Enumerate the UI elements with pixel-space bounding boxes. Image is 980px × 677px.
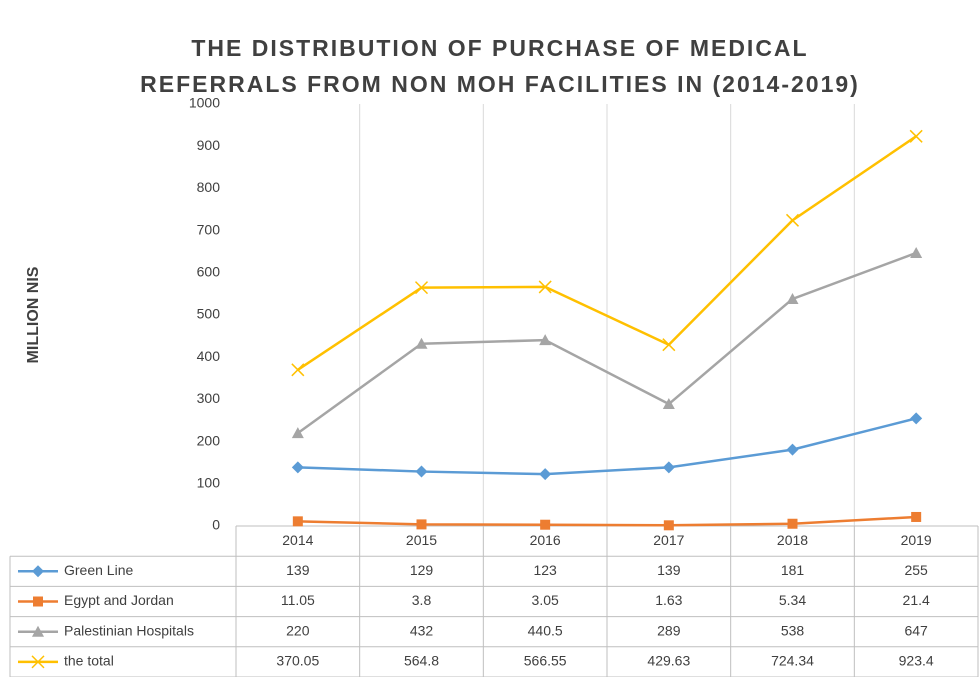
marker xyxy=(787,518,798,529)
marker xyxy=(786,443,799,456)
legend-marker xyxy=(32,625,44,637)
x-tick-label: 2018 xyxy=(777,532,808,548)
marker xyxy=(539,468,552,481)
table-cell: 5.34 xyxy=(779,592,806,608)
table-cell: 923.4 xyxy=(899,653,934,669)
y-tick-label: 400 xyxy=(197,348,221,364)
table-cell: 3.05 xyxy=(532,592,559,608)
marker xyxy=(291,363,305,377)
table-cell: 220 xyxy=(286,622,310,638)
y-tick-label: 0 xyxy=(212,517,220,533)
table-cell: 564.8 xyxy=(404,653,439,669)
marker xyxy=(291,427,304,439)
series-line xyxy=(297,135,917,371)
x-tick-label: 2015 xyxy=(406,532,437,548)
marker xyxy=(662,338,676,352)
table-cell: 129 xyxy=(410,562,434,578)
table-cell: 139 xyxy=(286,562,310,578)
marker xyxy=(538,280,552,294)
y-tick-label: 200 xyxy=(197,432,221,448)
table-cell: 432 xyxy=(410,622,434,638)
marker xyxy=(414,281,429,295)
marker xyxy=(291,461,304,474)
marker xyxy=(415,337,428,349)
table-cell: 255 xyxy=(904,562,928,578)
legend-label: Green Line xyxy=(64,562,133,578)
y-tick-label: 800 xyxy=(197,179,221,195)
marker xyxy=(662,398,675,410)
legend-marker xyxy=(32,565,44,578)
series-line xyxy=(297,515,917,527)
marker xyxy=(910,246,923,258)
chart-title: REFERRALS FROM NON MOH FACILITIES IN (20… xyxy=(140,71,860,97)
series-line xyxy=(297,417,917,476)
table-cell: 647 xyxy=(904,622,928,638)
marker xyxy=(909,129,923,143)
marker xyxy=(785,213,800,227)
y-tick-label: 1000 xyxy=(189,95,220,111)
y-tick-label: 700 xyxy=(197,221,221,237)
chart-title: THE DISTRIBUTION OF PURCHASE OF MEDICAL xyxy=(191,35,808,61)
y-tick-label: 500 xyxy=(197,306,221,322)
table-cell: 123 xyxy=(533,562,557,578)
x-tick-label: 2016 xyxy=(530,532,561,548)
table-cell: 11.05 xyxy=(281,592,315,608)
x-tick-label: 2017 xyxy=(653,532,684,548)
table-cell: 21.4 xyxy=(903,592,930,608)
y-tick-label: 100 xyxy=(197,475,221,491)
series-line xyxy=(297,251,917,435)
table-cell: 1.63 xyxy=(655,592,682,608)
marker xyxy=(662,461,675,474)
marker xyxy=(292,516,303,527)
marker xyxy=(415,465,428,478)
legend-marker xyxy=(33,596,43,607)
table-cell: 440.5 xyxy=(528,622,563,638)
legend-marker xyxy=(31,655,45,669)
marker xyxy=(540,519,551,530)
table-cell: 724.34 xyxy=(771,653,814,669)
table-cell: 566.55 xyxy=(524,653,567,669)
marker xyxy=(786,292,799,304)
table-cell: 538 xyxy=(781,622,805,638)
marker xyxy=(539,334,552,346)
y-tick-label: 300 xyxy=(197,390,221,406)
marker xyxy=(416,519,427,530)
table-cell: 3.8 xyxy=(412,592,432,608)
table-cell: 181 xyxy=(781,562,805,578)
x-tick-label: 2014 xyxy=(282,532,313,548)
marker xyxy=(910,412,923,425)
marker xyxy=(911,511,922,522)
table-cell: 139 xyxy=(657,562,681,578)
table-cell: 429.63 xyxy=(647,653,690,669)
table-cell: 289 xyxy=(657,622,681,638)
legend-label: the total xyxy=(64,653,114,669)
x-tick-label: 2019 xyxy=(901,532,932,548)
table-cell: 370.05 xyxy=(276,653,319,669)
legend-label: Palestinian Hospitals xyxy=(64,622,194,638)
legend-label: Egypt and Jordan xyxy=(64,592,174,608)
y-tick-label: 900 xyxy=(197,137,221,153)
y-tick-label: 600 xyxy=(197,264,221,280)
marker xyxy=(663,520,674,531)
y-axis-label: MILLION NIS xyxy=(25,266,42,363)
